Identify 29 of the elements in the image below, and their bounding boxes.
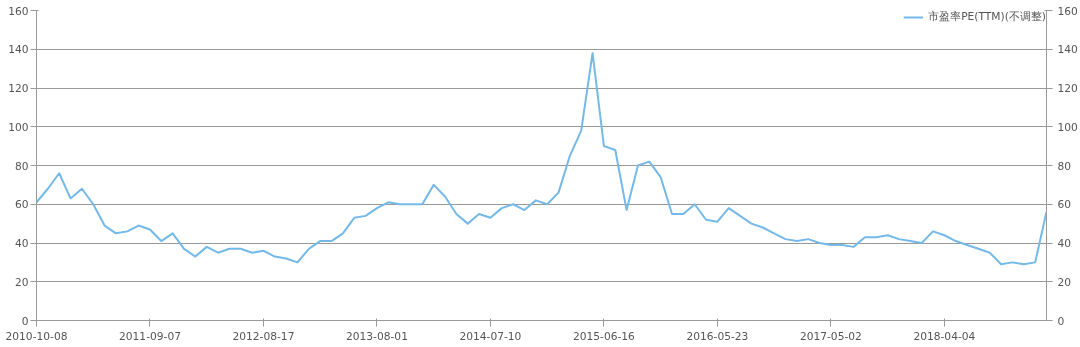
line-series bbox=[36, 52, 1047, 266]
x-tick-label: 2017-05-02 bbox=[799, 329, 862, 343]
y-tick-label: 80 bbox=[14, 159, 29, 173]
y2-tick-label: 100 bbox=[1057, 120, 1079, 134]
legend-label: 市盈率PE(TTM)(不调整) bbox=[928, 10, 1046, 24]
y2-tick-label: 140 bbox=[1057, 43, 1079, 57]
x-tick-label: 2018-04-04 bbox=[913, 329, 976, 343]
x-tick-label: 2010-10-08 bbox=[5, 329, 68, 343]
y2-tick-label: 80 bbox=[1057, 159, 1072, 173]
y-tick-label: 20 bbox=[14, 275, 29, 289]
y-tick-label: 60 bbox=[14, 198, 29, 212]
y-tick-label: 120 bbox=[8, 82, 29, 95]
y2-tick-label: 40 bbox=[1057, 237, 1072, 250]
y2-tick-label: 20 bbox=[1057, 275, 1072, 289]
x-tick-label: 2014-07-10 bbox=[459, 329, 522, 343]
x-tick-label: 2012-08-17 bbox=[232, 329, 295, 343]
y-tick-label: 100 bbox=[8, 120, 29, 134]
y2-tick-label: 160 bbox=[1057, 4, 1079, 18]
x-tick-label: 2016-05-23 bbox=[686, 329, 749, 343]
y2-tick-label: 120 bbox=[1057, 82, 1079, 95]
y2-tick-label: 60 bbox=[1057, 198, 1072, 212]
y-tick-label: 0 bbox=[21, 314, 29, 328]
y-tick-label: 40 bbox=[14, 237, 29, 250]
x-tick-label: 2011-09-07 bbox=[119, 329, 181, 343]
x-tick-label: 2013-08-01 bbox=[345, 329, 408, 343]
y-tick-label: 160 bbox=[8, 4, 29, 18]
y-tick-label: 140 bbox=[8, 43, 29, 57]
y2-tick-label: 0 bbox=[1057, 314, 1065, 328]
x-tick-label: 2015-06-16 bbox=[572, 329, 636, 343]
